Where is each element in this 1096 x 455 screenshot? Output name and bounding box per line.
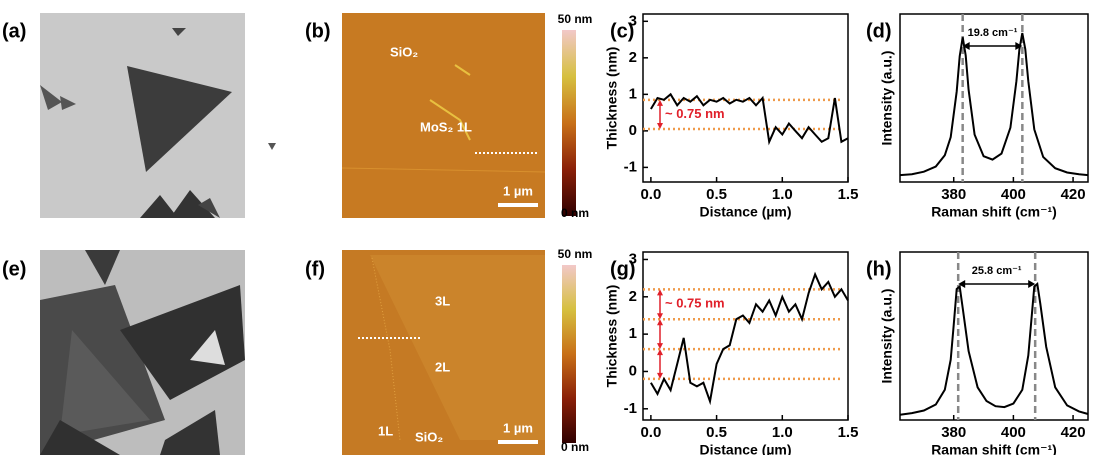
annotation: 19.8 cm⁻¹ <box>968 27 1018 39</box>
y-tick-label: -1 <box>624 158 637 175</box>
image-label: 2L <box>435 359 450 374</box>
x-axis-label: Distance (µm) <box>699 204 791 220</box>
data-line <box>899 281 1089 416</box>
arrow-head <box>962 42 970 50</box>
sem-image-e <box>40 250 290 455</box>
x-tick-label: 0.5 <box>706 424 727 441</box>
x-axis-label: Raman shift (cm⁻¹) <box>931 204 1057 220</box>
panel-label: (f) <box>305 258 325 280</box>
y-axis-label: Thickness (nm) <box>604 47 620 150</box>
image-label: SiO₂ <box>415 429 443 444</box>
y-axis-label: Intensity (a.u.) <box>879 289 895 384</box>
x-tick-label: 1.0 <box>772 424 793 441</box>
x-tick-label: 1.5 <box>838 424 859 441</box>
y-tick-label: 2 <box>629 288 637 305</box>
scale-bar-label: 1 µm <box>503 420 533 435</box>
colorbar-max: 50 nm <box>558 247 593 261</box>
y-tick-label: 0 <box>629 122 637 139</box>
x-tick-label: 400 <box>1001 186 1026 203</box>
y-axis-label: Thickness (nm) <box>604 285 620 388</box>
step-arrow-head <box>657 313 663 320</box>
x-tick-label: 380 <box>941 424 966 441</box>
y-tick-label: -1 <box>624 400 637 417</box>
panel-label: (c) <box>610 20 634 42</box>
x-axis-label: Raman shift (cm⁻¹) <box>931 442 1057 455</box>
arrow-head <box>958 280 966 288</box>
step-arrow-head <box>657 319 663 326</box>
arrow-head <box>1028 280 1036 288</box>
colorbar-min: 0 nm <box>561 440 589 454</box>
data-line <box>650 92 849 146</box>
scale-bar-label: 2 µm <box>253 420 283 435</box>
x-tick-label: 420 <box>1061 424 1086 441</box>
step-arrow-head <box>657 99 663 106</box>
panel-label: (e) <box>2 258 26 280</box>
panel-label: (h) <box>866 258 892 280</box>
sem-image-a <box>40 13 290 218</box>
plot-frame <box>899 251 1089 421</box>
annotation: ~ 0.75 nm <box>665 296 725 311</box>
step-arrow-head <box>657 372 663 379</box>
data-line <box>650 271 849 406</box>
y-tick-label: 3 <box>629 250 637 267</box>
image-label: SiO₂ <box>390 44 418 59</box>
x-tick-label: 380 <box>941 186 966 203</box>
plot-frame <box>642 251 849 421</box>
step-arrow-head <box>657 123 663 130</box>
x-tick-label: 400 <box>1001 424 1026 441</box>
panel-label: (a) <box>2 20 26 42</box>
y-tick-label: 3 <box>629 12 637 29</box>
step-arrow-head <box>657 289 663 296</box>
x-tick-label: 1.5 <box>838 186 859 203</box>
plot-frame <box>642 13 849 183</box>
panel-label: (b) <box>305 20 331 42</box>
x-tick-label: 0.0 <box>640 186 661 203</box>
y-axis-label: Intensity (a.u.) <box>879 51 895 146</box>
x-tick-label: 1.0 <box>772 186 793 203</box>
x-tick-label: 420 <box>1061 186 1086 203</box>
data-line <box>899 32 1089 177</box>
scale-bar-label: 1 µm <box>503 183 533 198</box>
y-tick-label: 1 <box>629 325 637 342</box>
x-axis-label: Distance (µm) <box>699 442 791 455</box>
y-tick-label: 1 <box>629 85 637 102</box>
colorbar-min: 0 nm <box>561 206 589 220</box>
annotation: 25.8 cm⁻¹ <box>972 265 1022 277</box>
colorbar-max: 50 nm <box>558 12 593 26</box>
panel-label: (g) <box>610 258 636 280</box>
annotation: ~ 0.75 nm <box>665 106 725 121</box>
image-label: MoS₂ 1L <box>420 119 472 134</box>
x-tick-label: 0.0 <box>640 424 661 441</box>
y-tick-label: 0 <box>629 362 637 379</box>
afm-image-f <box>342 250 576 455</box>
scale-bar-label: 2 µm <box>253 183 283 198</box>
image-label: 3L <box>435 293 450 308</box>
arrow-head <box>1015 42 1023 50</box>
image-label: 1L <box>378 423 393 438</box>
step-arrow-head <box>657 343 663 350</box>
y-tick-label: 2 <box>629 49 637 66</box>
step-arrow-head <box>657 349 663 356</box>
panel-label: (d) <box>866 20 892 42</box>
afm-image-b <box>341 13 576 218</box>
plot-frame <box>899 13 1089 183</box>
x-tick-label: 0.5 <box>706 186 727 203</box>
